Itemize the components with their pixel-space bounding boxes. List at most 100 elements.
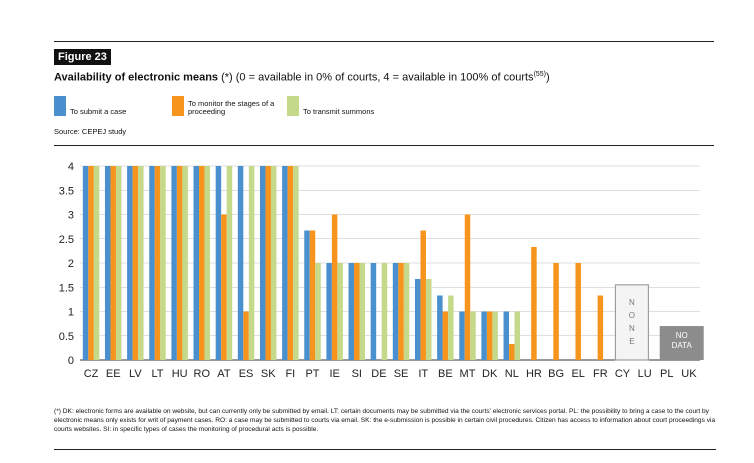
legend-label-monitor: To monitor the stages of a proceeding [188,99,275,116]
x-tick-label: HR [526,368,542,380]
bar-se-2 [403,263,410,360]
bar-hr-1 [531,246,537,360]
bar-chart: 0 0.5 1 1.5 2 2.5 3 3.5 4 CZ EE LV LT HU RO AT ES SK FI PT… [59,161,704,380]
bar-lv-0 [127,166,133,360]
bar-de-0 [370,263,377,360]
x-tick-label: SI [352,368,362,380]
x-tick-label: BE [438,368,453,380]
bar-cz-1 [88,166,94,360]
y-tick-label: 2 [68,258,74,270]
bar-hu-2 [182,166,188,360]
x-tick-label: BG [548,368,564,380]
bar-mt-2 [470,311,476,360]
bar-nl-0 [503,311,510,360]
bar-es-2 [248,166,255,360]
bar-lt-1 [154,166,161,360]
x-tick-label: EL [571,368,584,380]
y-tick-label: 0 [68,355,74,367]
bar-pt-1 [309,230,316,360]
source-text: Source: CEPEJ study [54,127,127,136]
bar-dk-1 [486,311,493,360]
chart-title-end: ) [546,71,550,84]
y-tick-label: 1.5 [59,282,74,294]
x-tick-label: PT [305,368,319,380]
bar-be-2 [448,295,454,360]
y-tick-label: 1 [68,307,74,319]
none-box [614,284,650,361]
x-tick-label: LU [638,368,652,380]
x-tick-label: AT [217,368,231,380]
x-tick-label: HU [172,368,188,380]
bar-cz-0 [82,166,89,360]
bar-fi-1 [287,166,294,360]
x-tick-label: SE [394,368,409,380]
x-axis: CZ EE LV LT HU RO AT ES SK FI PT IE SI DE SE IT BE MT DK NL… [84,368,697,380]
x-tick-label: MT [460,368,476,380]
bar-es-1 [243,311,249,360]
legend-label-submit: To submit a case [70,107,127,116]
y-tick-label: 2.5 [59,234,74,246]
chart-title-footnote: (55) [533,71,547,78]
bar-it-1 [420,230,426,360]
bar-at-0 [215,166,222,360]
bar-fi-0 [282,166,288,360]
y-tick-label: 3.5 [59,185,74,197]
bar-at-1 [221,214,227,360]
bars [82,166,604,360]
x-tick-label: LT [151,368,163,380]
bar-pt-0 [304,230,310,360]
x-tick-label: PL [660,368,673,380]
x-tick-label: SK [261,368,276,380]
mid-rule [54,145,714,146]
bar-dk-0 [481,311,487,360]
x-tick-label: CY [615,368,631,380]
x-tick-label: FI [285,368,295,380]
bar-ee-2 [115,166,122,360]
top-rule [54,41,714,42]
bar-at-2 [226,166,233,360]
x-tick-label: NL [505,368,519,380]
bar-dk-2 [492,311,498,360]
bar-es-0 [237,166,244,360]
bar-hu-1 [176,166,183,360]
bar-ie-2 [337,263,343,360]
legend-swatch-submit [54,96,66,116]
bar-se-0 [392,263,399,360]
bar-ie-0 [326,263,332,360]
bar-it-2 [425,279,432,360]
bar-be-1 [442,311,449,360]
no-data-label: NO DATA [672,331,693,350]
legend-label-summons: To transmit summons [303,107,375,116]
figure-label: Figure 23 [54,49,111,65]
bar-ro-2 [204,166,211,360]
x-tick-label: ES [239,368,254,380]
y-tick-label: 0.5 [59,331,74,343]
x-tick-label: RO [194,368,211,380]
bar-it-0 [414,279,421,360]
bar-bg-1 [553,263,559,360]
y-axis: 0 0.5 1 1.5 2 2.5 3 3.5 4 [59,161,74,367]
legend-swatch-monitor [172,96,184,116]
x-tick-label: IT [418,368,428,380]
bar-lt-0 [149,166,155,360]
no-data-box [659,326,704,360]
bar-ee-0 [104,166,111,360]
x-tick-label: DE [371,368,386,380]
bar-cz-2 [93,166,100,360]
chart-title: Availability of electronic means (*) (0 … [54,71,550,84]
bar-se-1 [398,263,404,360]
bar-si-2 [359,263,366,360]
bar-fr-1 [597,295,604,360]
bar-si-1 [354,263,360,360]
chart-title-rest: (*) (0 = available in 0% of courts, 4 = … [218,71,534,84]
x-tick-label: UK [681,368,697,380]
footnote: (*) DK: electronic forms are available o… [54,408,716,433]
bar-hu-0 [171,166,177,360]
bar-lv-2 [138,166,144,360]
y-tick-label: 3 [68,210,74,222]
chart-title-bold: Availability of electronic means [54,71,219,84]
bar-sk-2 [270,166,277,360]
bar-nl-1 [509,343,515,360]
annotations: N O N E NO DATA [614,284,704,361]
